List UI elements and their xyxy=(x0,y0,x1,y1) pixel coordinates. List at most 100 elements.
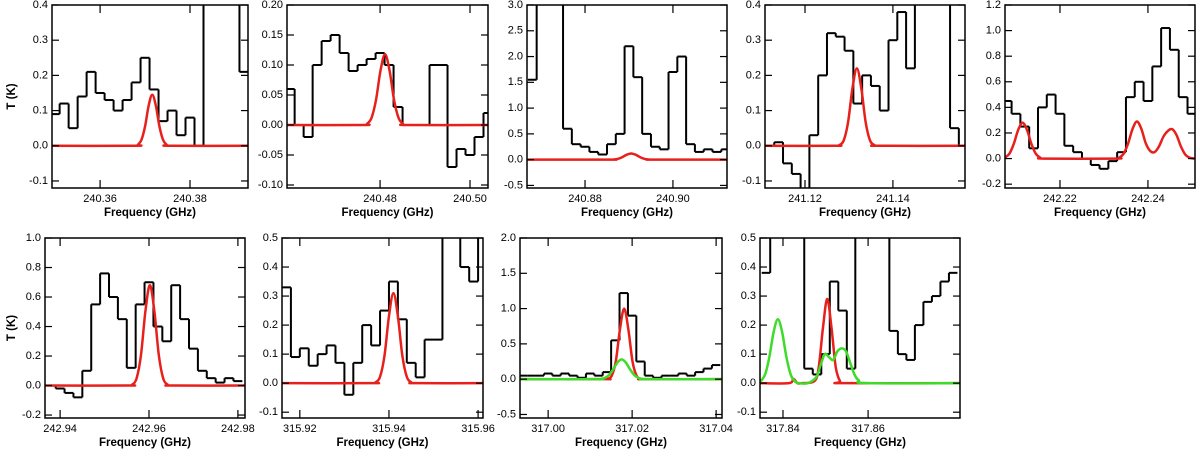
y-tick-label: 0.1 xyxy=(741,348,756,360)
y-tick-label: -0.05 xyxy=(258,149,283,161)
y-tick-label: 0.2 xyxy=(741,319,756,331)
y-tick-label: 0.0 xyxy=(741,377,756,389)
model-line xyxy=(520,307,722,381)
x-axis-label: Frequency (GHz) xyxy=(1054,207,1146,219)
x-axis-label: Frequency (GHz) xyxy=(104,207,196,219)
x-axis-label: Frequency (GHz) xyxy=(581,207,673,219)
y-axis-label: T (K) xyxy=(6,315,18,341)
panel: -0.1 0.0 0.1 0.2 0.3 0.4 240.36 240.38 Frequency… xyxy=(6,0,249,219)
y-tick-label: -0.2 xyxy=(982,178,1001,190)
y-tick-label: 0.3 xyxy=(33,34,48,46)
y-tick-label: 0.6 xyxy=(26,291,41,303)
y-tick-label: 0.3 xyxy=(741,290,756,302)
y-tick-label: 1.5 xyxy=(501,267,516,279)
y-tick-label: 2.5 xyxy=(508,25,523,37)
x-tick-label: 242.94 xyxy=(43,423,77,435)
x-tick-label: 240.90 xyxy=(656,193,690,205)
x-axis-label: Frequency (GHz) xyxy=(814,437,906,449)
y-tick-label: 0.2 xyxy=(26,350,41,362)
plot-area xyxy=(45,272,245,399)
y-tick-label: 0.0 xyxy=(33,140,48,152)
x-tick-label: 315.92 xyxy=(283,423,317,435)
model-line xyxy=(1005,120,1195,160)
y-tick-label: 0.5 xyxy=(508,128,523,140)
y-tick-label: 3.0 xyxy=(508,0,523,11)
y-tick-label: 0.3 xyxy=(263,290,278,302)
panel: -0.2 0.0 0.2 0.4 0.6 0.8 1.0 242.94 242.96 242.98… xyxy=(6,232,255,449)
plot-area xyxy=(760,238,960,385)
y-tick-label: -0.1 xyxy=(737,406,756,418)
panel: -0.2 0.0 0.2 0.4 0.6 0.8 1.0 1.2 242.22 242.24 Fre… xyxy=(982,0,1196,219)
y-tick-label: 0.2 xyxy=(986,127,1001,139)
y-tick-label: 0.0 xyxy=(986,152,1001,164)
x-axis-label: Frequency (GHz) xyxy=(99,437,191,449)
plot-area xyxy=(282,238,483,396)
model-line xyxy=(765,67,965,148)
x-axis-label: Frequency (GHz) xyxy=(575,437,667,449)
x-tick-label: 242.96 xyxy=(132,423,166,435)
y-axis-label: T (K) xyxy=(6,83,18,109)
model-line xyxy=(52,93,248,148)
y-tick-label: 0.15 xyxy=(262,29,283,41)
y-tick-label: 0.5 xyxy=(501,338,516,350)
y-tick-label: -0.1 xyxy=(29,175,48,187)
x-tick-label: 241.12 xyxy=(788,193,822,205)
y-tick-label: 0.4 xyxy=(746,0,761,11)
y-tick-label: 0.0 xyxy=(501,373,516,385)
x-tick-label: 240.36 xyxy=(83,193,117,205)
x-tick-label: 317.84 xyxy=(766,423,800,435)
y-tick-label: 1.0 xyxy=(501,302,516,314)
x-tick-label: 317.86 xyxy=(851,423,885,435)
x-tick-label: 317.04 xyxy=(699,423,733,435)
plot-area xyxy=(765,5,965,188)
y-tick-label: 0.2 xyxy=(263,319,278,331)
panel: -0.1 0.0 0.1 0.2 0.3 0.4 0.5 317.84 317.86 Freque… xyxy=(737,232,961,449)
y-tick-label: 0.10 xyxy=(262,59,283,71)
model-line xyxy=(282,291,483,385)
y-tick-label: 0.1 xyxy=(746,104,761,116)
axes-frame xyxy=(759,237,961,419)
y-tick-label: 0.8 xyxy=(986,50,1001,62)
model-line xyxy=(520,358,722,381)
model-line xyxy=(45,283,245,387)
y-tick-label: 0.2 xyxy=(33,69,48,81)
panel: -0.5 0.0 0.5 1.0 1.5 2.0 2.5 3.0 240.88 240.90 Fre… xyxy=(504,0,728,219)
y-tick-label: -0.1 xyxy=(742,175,761,187)
plot-area xyxy=(1005,27,1195,170)
x-axis-label: Frequency (GHz) xyxy=(819,207,911,219)
y-tick-label: 0.0 xyxy=(746,140,761,152)
x-axis-label: Frequency (GHz) xyxy=(336,437,428,449)
axes-frame xyxy=(764,4,966,189)
y-tick-label: -0.5 xyxy=(504,179,523,191)
y-tick-label: 1.5 xyxy=(508,76,523,88)
model-line xyxy=(527,152,727,161)
y-tick-label: 0.1 xyxy=(33,104,48,116)
y-tick-label: 0.4 xyxy=(33,0,48,11)
axes-frame xyxy=(526,4,728,189)
y-tick-label: -0.10 xyxy=(258,179,283,191)
x-tick-label: 240.50 xyxy=(453,193,487,205)
y-tick-label: 0.1 xyxy=(263,348,278,360)
y-tick-label: 0.5 xyxy=(263,232,278,244)
y-tick-label: 0.5 xyxy=(741,232,756,244)
y-tick-label: 1.0 xyxy=(508,102,523,114)
y-tick-label: -0.1 xyxy=(259,406,278,418)
y-tick-label: 0.4 xyxy=(986,101,1001,113)
axes-frame xyxy=(519,237,723,419)
model-line xyxy=(760,318,960,385)
x-tick-label: 241.14 xyxy=(876,193,910,205)
x-tick-label: 240.48 xyxy=(363,193,397,205)
x-tick-label: 317.02 xyxy=(615,423,649,435)
model-line xyxy=(287,52,488,127)
y-tick-label: 0.3 xyxy=(746,34,761,46)
axes-frame xyxy=(281,237,484,419)
y-tick-label: -0.5 xyxy=(497,408,516,420)
y-tick-label: 1.2 xyxy=(986,0,1001,11)
x-tick-label: 317.00 xyxy=(531,423,565,435)
y-tick-label: 0.4 xyxy=(263,261,278,273)
x-tick-label: 242.24 xyxy=(1131,193,1165,205)
y-tick-label: 0.2 xyxy=(746,69,761,81)
y-tick-label: 2.0 xyxy=(501,232,516,244)
plot-area xyxy=(520,292,722,381)
